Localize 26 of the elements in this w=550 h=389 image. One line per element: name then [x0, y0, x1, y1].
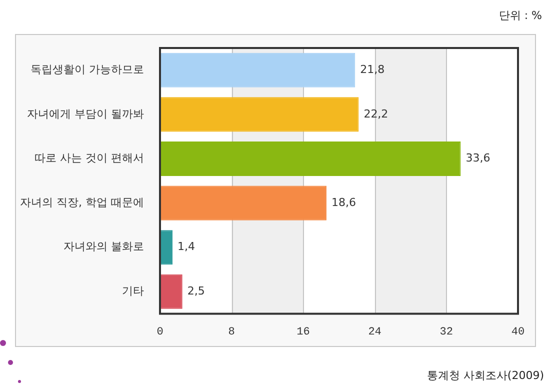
data-label: 1,4: [178, 240, 196, 254]
bar: [160, 97, 359, 132]
data-label: 18,6: [331, 196, 356, 209]
data-label: 2,5: [187, 284, 205, 298]
text: 통계청 사회조사(2009): [426, 368, 544, 383]
y-tick-label: 독립생활이 가능하므로: [30, 63, 144, 76]
text: 단위 : %: [498, 8, 542, 23]
x-tick-label: 16: [296, 326, 310, 338]
x-tick-label: 40: [511, 326, 525, 338]
y-tick-label: 기타: [122, 284, 144, 298]
data-label: 22,2: [364, 107, 388, 120]
x-tick-label: 0: [156, 326, 164, 338]
bar: [160, 274, 182, 309]
data-label: 21,8: [360, 63, 385, 76]
x-tick-label: 32: [440, 326, 453, 338]
y-tick-label: 자녀의 직장, 학업 때문에: [20, 196, 144, 209]
bar: [160, 141, 461, 176]
y-tick-label: 자녀에게 부담이 될까봐: [27, 107, 144, 120]
y-tick-label: 자녀와의 불화로: [64, 240, 144, 254]
bar: [160, 52, 356, 88]
y-tick-label: 따로 사는 것이 편해서: [34, 152, 144, 165]
bar: [160, 186, 326, 220]
data-label: 33,6: [466, 152, 490, 165]
x-tick-label: 24: [368, 326, 382, 338]
x-tick-label: 8: [228, 326, 235, 338]
bar: [160, 230, 173, 265]
